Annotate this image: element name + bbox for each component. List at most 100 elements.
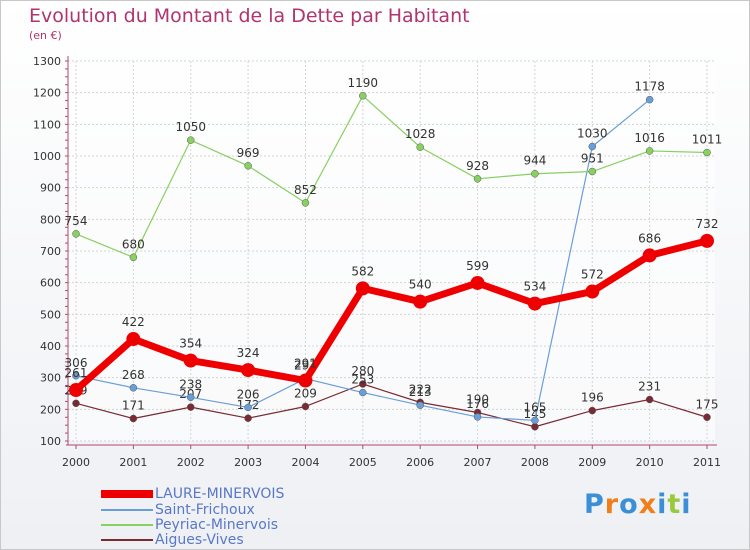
data-label-laure-minervois: 291 xyxy=(294,357,317,371)
data-point-saint-frichoux xyxy=(473,413,482,421)
data-label-saint-frichoux: 165 xyxy=(523,400,546,414)
data-label-laure-minervois: 686 xyxy=(638,231,661,245)
data-point-aigues-vives xyxy=(703,413,711,421)
data-label-peyriac-minervois: 754 xyxy=(65,214,88,228)
data-point-laure-minervois xyxy=(241,363,256,378)
data-point-peyriac-minervois xyxy=(186,136,195,144)
data-label-peyriac-minervois: 951 xyxy=(581,152,604,166)
data-label-peyriac-minervois: 680 xyxy=(122,237,145,251)
legend-item: Peyriac-Minervois xyxy=(101,517,278,533)
logo-letter: x xyxy=(638,489,658,520)
x-tick-label: 2010 xyxy=(636,456,664,469)
logo-letter: o xyxy=(619,489,639,520)
data-label-laure-minervois: 261 xyxy=(65,366,88,380)
data-label-laure-minervois: 599 xyxy=(466,259,489,273)
data-label-laure-minervois: 324 xyxy=(237,346,260,360)
data-point-laure-minervois xyxy=(585,284,600,299)
data-point-peyriac-minervois xyxy=(359,92,367,100)
data-point-laure-minervois xyxy=(298,373,313,388)
y-tick-label: 1300 xyxy=(33,55,61,68)
data-label-peyriac-minervois: 1190 xyxy=(348,76,379,90)
data-label-peyriac-minervois: 928 xyxy=(466,159,489,173)
y-tick-label: 1000 xyxy=(33,150,61,163)
legend-item: Saint-Frichoux xyxy=(101,502,255,518)
legend-swatch xyxy=(101,490,153,498)
chart-title: Evolution du Montant de la Dette par Hab… xyxy=(29,5,470,27)
data-label-aigues-vives: 171 xyxy=(122,399,145,413)
x-tick-label: 2002 xyxy=(177,456,205,469)
data-point-laure-minervois xyxy=(470,275,485,290)
data-point-laure-minervois xyxy=(527,296,542,311)
data-point-saint-frichoux xyxy=(531,416,539,425)
x-tick-label: 2004 xyxy=(291,456,319,469)
data-point-aigues-vives xyxy=(588,406,597,415)
data-point-saint-frichoux xyxy=(645,95,654,104)
data-label-saint-frichoux: 176 xyxy=(466,397,489,411)
data-label-aigues-vives: 280 xyxy=(351,364,374,378)
legend-item: LAURE-MINERVOIS xyxy=(101,486,285,502)
data-point-laure-minervois xyxy=(355,281,370,296)
data-label-aigues-vives: 222 xyxy=(409,382,432,396)
data-label-peyriac-minervois: 1050 xyxy=(175,120,206,134)
data-point-peyriac-minervois xyxy=(244,162,252,170)
data-point-aigues-vives xyxy=(186,403,195,411)
legend-swatch xyxy=(101,539,153,541)
data-point-peyriac-minervois xyxy=(473,175,482,183)
x-tick-label: 2008 xyxy=(521,456,549,469)
data-point-saint-frichoux xyxy=(129,384,138,392)
x-tick-label: 2005 xyxy=(349,456,377,469)
data-label-aigues-vives: 175 xyxy=(696,397,719,411)
data-point-peyriac-minervois xyxy=(531,169,539,178)
data-label-peyriac-minervois: 1011 xyxy=(692,133,723,147)
legend-label: Aigues-Vives xyxy=(155,532,244,548)
y-tick-label: 600 xyxy=(40,277,61,290)
data-label-aigues-vives: 145 xyxy=(523,407,546,421)
series-line-aigues-vives xyxy=(75,383,708,428)
data-point-laure-minervois xyxy=(126,332,141,347)
data-point-laure-minervois xyxy=(700,233,714,248)
legend-swatch xyxy=(101,524,153,526)
data-label-peyriac-minervois: 1016 xyxy=(634,131,665,145)
data-point-laure-minervois xyxy=(642,248,657,263)
data-label-saint-frichoux: 253 xyxy=(351,373,374,387)
data-point-saint-frichoux xyxy=(588,142,597,151)
data-point-peyriac-minervois xyxy=(416,143,424,151)
data-label-saint-frichoux: 306 xyxy=(65,356,88,370)
y-tick-label: 500 xyxy=(40,308,61,321)
data-point-saint-frichoux xyxy=(416,401,424,409)
data-label-peyriac-minervois: 852 xyxy=(294,183,317,197)
data-label-laure-minervois: 582 xyxy=(351,264,374,278)
legend-swatch xyxy=(101,509,153,511)
x-tick-label: 2006 xyxy=(406,456,434,469)
data-point-peyriac-minervois xyxy=(129,253,138,262)
x-tick-label: 2009 xyxy=(578,456,606,469)
data-label-saint-frichoux: 206 xyxy=(237,387,260,401)
data-point-aigues-vives xyxy=(359,380,367,388)
y-tick-label: 1200 xyxy=(33,87,61,100)
data-point-peyriac-minervois xyxy=(645,147,654,155)
y-tick-label: 200 xyxy=(40,403,61,416)
data-label-laure-minervois: 354 xyxy=(179,337,202,351)
data-point-saint-frichoux xyxy=(186,393,195,402)
proxiti-logo: Proxiti xyxy=(584,489,692,520)
legend-label: LAURE-MINERVOIS xyxy=(155,486,285,502)
y-tick-label: 1100 xyxy=(33,118,61,131)
y-tick-label: 800 xyxy=(40,213,61,226)
x-tick-label: 2001 xyxy=(119,456,147,469)
data-label-peyriac-minervois: 944 xyxy=(523,154,546,168)
data-label-laure-minervois: 422 xyxy=(122,315,145,329)
data-label-aigues-vives: 196 xyxy=(581,391,604,405)
data-point-saint-frichoux xyxy=(72,372,80,380)
data-point-laure-minervois xyxy=(413,294,428,309)
data-point-aigues-vives xyxy=(72,399,80,408)
data-point-aigues-vives xyxy=(531,423,539,431)
y-tick-label: 700 xyxy=(40,245,61,258)
data-label-laure-minervois: 540 xyxy=(409,278,432,292)
series-line-peyriac-minervois xyxy=(75,95,708,258)
data-point-aigues-vives xyxy=(301,402,310,411)
x-tick-label: 2003 xyxy=(234,456,262,469)
data-label-peyriac-minervois: 969 xyxy=(237,146,260,160)
data-point-laure-minervois xyxy=(183,353,198,368)
data-point-saint-frichoux xyxy=(244,403,252,412)
